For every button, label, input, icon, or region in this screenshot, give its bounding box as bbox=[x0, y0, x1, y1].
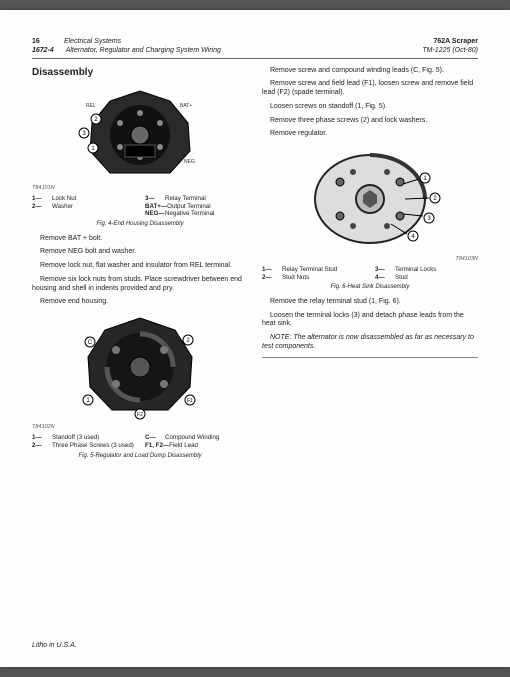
para: Remove BAT + bolt. bbox=[32, 235, 248, 244]
section-code: 1672-4 bbox=[32, 47, 64, 56]
svg-text:REL: REL bbox=[86, 103, 96, 109]
para: Loosen the terminal locks (3) and detach… bbox=[262, 312, 478, 330]
content-columns: Disassembly 2 3 1 REL BAT+ NEG bbox=[32, 67, 478, 467]
note: NOTE: The alternator is now disassembled… bbox=[262, 334, 478, 352]
fig4-caption: Fig. 4-End Housing Disassembly bbox=[32, 221, 248, 229]
svg-text:F1: F1 bbox=[187, 398, 193, 404]
section-subtitle: Alternator, Regulator and Charging Syste… bbox=[66, 47, 221, 54]
fig5-caption: Fig. 5-Regulator and Load Dump Disassemb… bbox=[32, 453, 248, 461]
fig6-legend: 1—Relay Terminal Stud 2—Stud Nuts 3—Term… bbox=[262, 266, 478, 282]
divider bbox=[262, 357, 478, 358]
page-number: 16 bbox=[32, 38, 62, 47]
fig5-id: T84102N bbox=[32, 424, 248, 431]
svg-text:BAT+: BAT+ bbox=[180, 103, 192, 109]
para: Remove lock nut, flat washer and insulat… bbox=[32, 262, 248, 271]
para: Remove three phase screws (2) and lock w… bbox=[262, 117, 478, 126]
fig4-image: 2 3 1 REL BAT+ NEG bbox=[32, 83, 248, 183]
fig5-legend: 1—Standoff (3 used) 2—Three Phase Screws… bbox=[32, 434, 248, 450]
header-left: 16 Electrical Systems 1672-4 Alternator,… bbox=[32, 38, 221, 56]
para: Remove six lock nuts from studs. Place s… bbox=[32, 276, 248, 294]
tm-number: TM-1225 bbox=[422, 47, 450, 54]
para: Remove end housing. bbox=[32, 298, 248, 307]
page-header: 16 Electrical Systems 1672-4 Alternator,… bbox=[32, 38, 478, 59]
footer: Litho in U.S.A. bbox=[32, 642, 77, 651]
fig4-id: T84101N bbox=[32, 185, 248, 192]
para: Remove the relay terminal stud (1, Fig. … bbox=[262, 298, 478, 307]
right-column: Remove screw and compound winding leads … bbox=[262, 67, 478, 467]
svg-text:F2: F2 bbox=[137, 412, 143, 418]
section-title: Electrical Systems bbox=[64, 38, 121, 45]
para: Remove screw and compound winding leads … bbox=[262, 67, 478, 76]
para: Remove NEG bolt and washer. bbox=[32, 248, 248, 257]
fig6-caption: Fig. 6-Heat Sink Disassembly bbox=[262, 284, 478, 292]
page: 16 Electrical Systems 1672-4 Alternator,… bbox=[0, 10, 510, 667]
svg-text:C: C bbox=[88, 340, 93, 346]
fig4-legend: 1—Lock Nut 2—Washer 3—Relay Terminal BAT… bbox=[32, 195, 248, 218]
header-right: 762A Scraper TM-1225 (Oct-80) bbox=[422, 38, 478, 56]
fig5-image: C 2 1 F1 F2 bbox=[32, 312, 248, 422]
para: Remove regulator. bbox=[262, 130, 478, 139]
para: Loosen screws on standoff (1, Fig. 5). bbox=[262, 103, 478, 112]
model: 762A Scraper bbox=[422, 38, 478, 47]
svg-text:NEG: NEG bbox=[184, 159, 195, 165]
fig6-id: T84103N bbox=[262, 256, 478, 263]
left-column: Disassembly 2 3 1 REL BAT+ NEG bbox=[32, 67, 248, 467]
fig6-image: 1 2 3 4 bbox=[262, 144, 478, 254]
para: Remove screw and field lead (F1), loosen… bbox=[262, 80, 478, 98]
tm-date: (Oct-80) bbox=[452, 47, 478, 54]
disassembly-heading: Disassembly bbox=[32, 67, 248, 80]
